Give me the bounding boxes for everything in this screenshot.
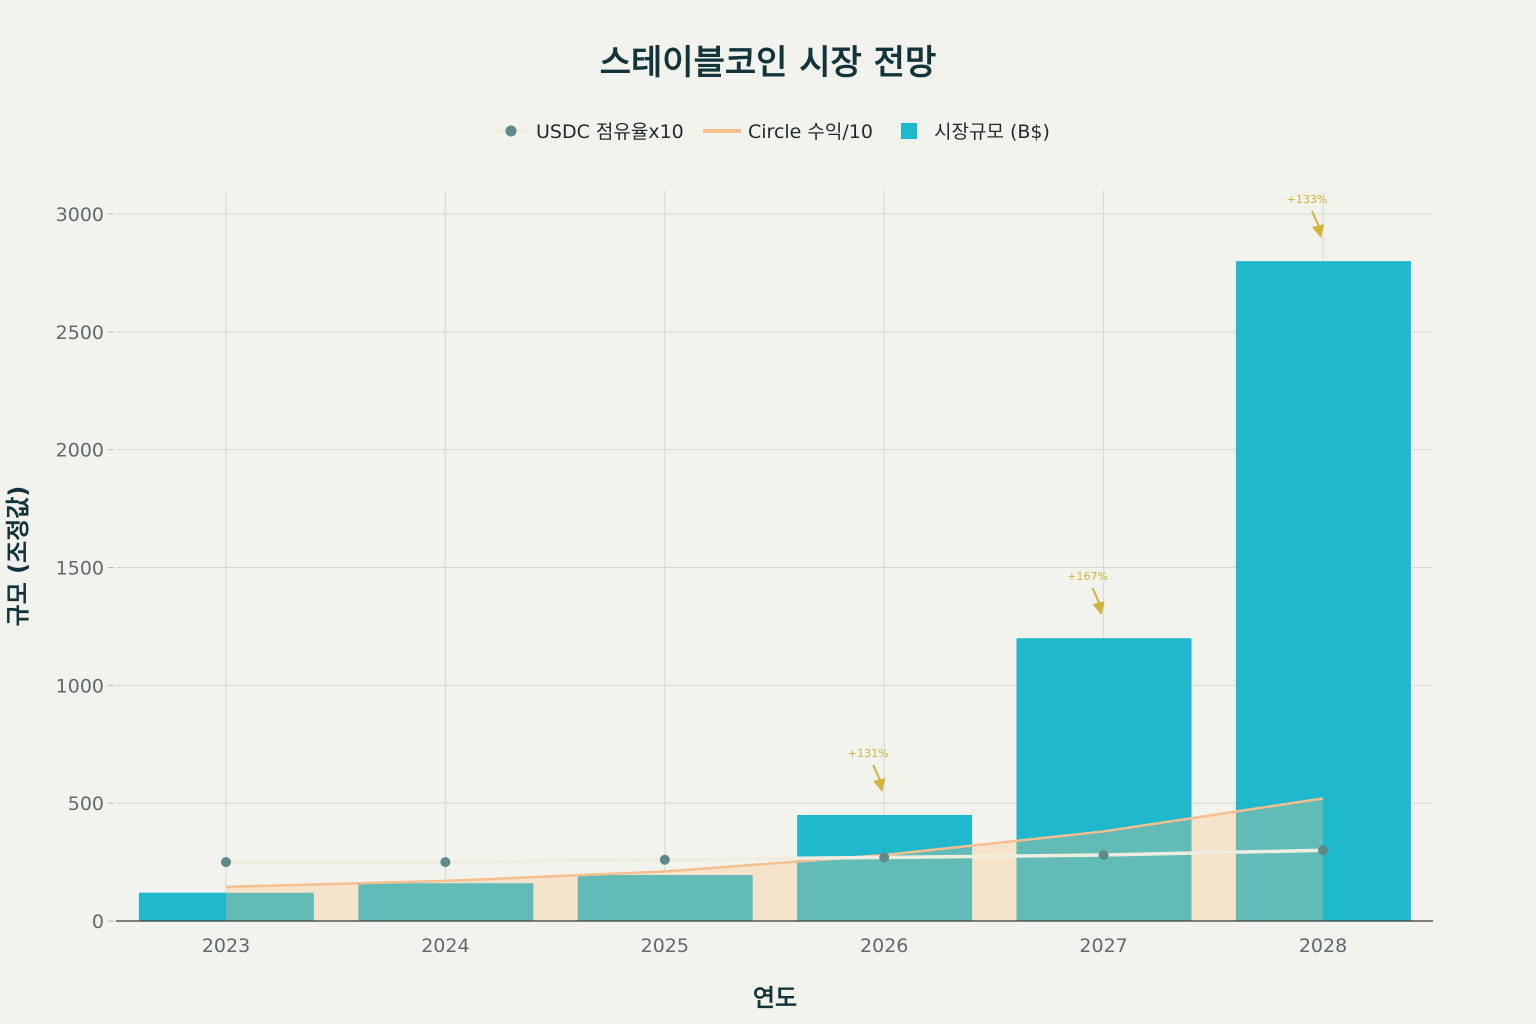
point-usdc-2023 [221,857,231,868]
x-tick-label: 2024 [421,935,469,957]
overlap-fill-2028 [1235,798,1323,921]
y-tick-label: 1500 [56,558,104,580]
y-tick-label: 500 [68,793,104,815]
point-usdc-2024 [440,857,451,868]
y-tick-label: 2000 [56,440,104,462]
overlap-fill-2023 [226,892,314,921]
lines [221,845,1328,868]
y-tick-label: 3000 [56,204,104,226]
y-tick-label: 0 [92,911,104,933]
annotation-label-2027: +167% [1067,570,1108,583]
x-axis-title: 연도 [753,984,797,1012]
overlap-fill-2024 [358,883,534,921]
x-tick-label: 2027 [1079,935,1127,957]
overlap-fill-2027 [1016,818,1192,921]
legend-usdc-marker [505,125,517,137]
annotation-arrowhead-2028 [1312,224,1324,239]
point-usdc-2025 [659,854,670,865]
x-tick-label: 2023 [202,935,250,957]
x-tick-label: 2026 [860,935,908,957]
point-usdc-2027 [1098,850,1109,861]
y-tick-label: 1000 [56,675,104,697]
point-usdc-2026 [879,852,890,863]
annotation-label-2026: +131% [848,747,889,760]
x-tick-label: 2028 [1299,935,1347,957]
annotation-label-2028: +133% [1287,193,1328,206]
axes: 0 500 1000 1500 2000 2500 3000 2023 2024 2025 2026… [56,204,1433,957]
legend-circle-label: Circle 수익/10 [748,121,873,143]
legend-usdc-label: USDC 점유율x10 [536,121,684,143]
chart-title: 스테이블코인 시장 전망 [600,43,936,83]
x-tick-label: 2025 [641,935,689,957]
legend-market-swatch [901,123,917,139]
y-axis-title: 규모 (조정값) [4,486,32,627]
point-usdc-2028 [1318,845,1328,856]
y-tick-label: 2500 [56,322,104,344]
legend: USDC 점유율x10 Circle 수익/10 시장규모 (B$) [494,121,1050,143]
line-usdc-share [226,848,1324,864]
annotation-arrowhead-2026 [873,777,886,792]
line-circle-revenue [225,797,1324,889]
legend-market-label: 시장규모 (B$) [934,121,1050,143]
annotations: +131% +167% +133% [848,193,1327,792]
overlap-fill-2026 [797,845,973,921]
area [225,797,1324,921]
overlap-fill-2025 [577,875,753,921]
annotation-arrowhead-2027 [1092,601,1105,616]
